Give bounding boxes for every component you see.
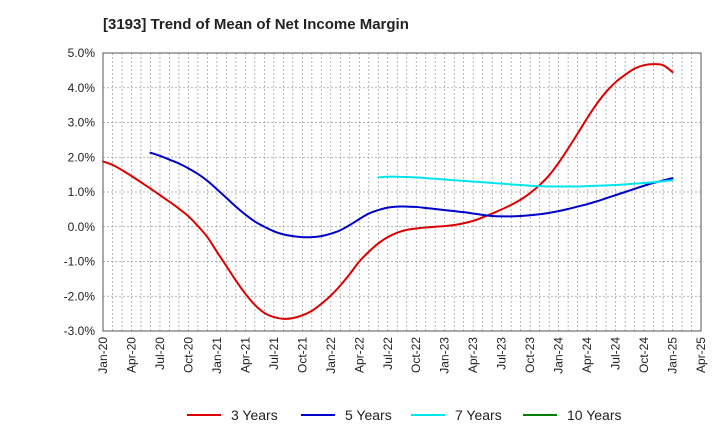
legend-item: 7 Years xyxy=(411,404,502,426)
legend: 3 Years 5 Years 7 Years 10 Years xyxy=(0,404,720,426)
plot-frame xyxy=(102,52,702,332)
x-tick-label: Oct-22 xyxy=(409,337,423,373)
x-tick-label: Jul-20 xyxy=(153,337,167,370)
legend-item: 10 Years xyxy=(523,404,622,426)
series-line-3-years xyxy=(102,63,674,320)
series-lines xyxy=(102,63,674,320)
legend-label: 7 Years xyxy=(455,407,502,423)
legend-swatch xyxy=(301,414,335,416)
y-tick-label: -3.0% xyxy=(64,324,96,338)
x-axis-ticks: Jan-20 Apr-20 Jul-20 Oct-20 Jan-21 Apr-21 Jul-… xyxy=(96,337,708,374)
x-tick-label: Apr-23 xyxy=(466,337,480,373)
series-line-7-years xyxy=(377,175,674,188)
x-tick-label: Jan-20 xyxy=(96,337,110,374)
legend-item: 5 Years xyxy=(301,404,392,426)
x-tick-label: Oct-24 xyxy=(637,337,651,373)
y-tick-label: 4.0% xyxy=(68,81,96,95)
series-line-5-years xyxy=(149,151,674,239)
grid xyxy=(103,53,701,331)
x-tick-label: Apr-25 xyxy=(694,337,708,373)
x-tick-label: Jan-23 xyxy=(438,337,452,374)
y-axis-ticks: 5.0% 4.0% 3.0% 2.0% 1.0% 0.0% -1.0% -2.0% -3.0% xyxy=(64,46,96,338)
y-tick-label: 0.0% xyxy=(68,220,96,234)
x-tick-label: Apr-24 xyxy=(580,337,594,373)
chart-title: [3193] Trend of Mean of Net Income Margi… xyxy=(103,16,409,33)
x-tick-label: Apr-20 xyxy=(124,337,138,373)
legend-swatch xyxy=(523,414,557,416)
legend-label: 10 Years xyxy=(567,407,622,423)
x-tick-label: Jan-25 xyxy=(666,337,680,374)
y-tick-label: -1.0% xyxy=(64,255,96,269)
x-tick-label: Oct-21 xyxy=(295,337,309,373)
x-tick-label: Jul-23 xyxy=(495,337,509,370)
x-tick-label: Jul-21 xyxy=(267,337,281,370)
legend-item: 3 Years xyxy=(187,404,278,426)
x-tick-label: Oct-23 xyxy=(523,337,537,373)
y-tick-label: 5.0% xyxy=(68,46,96,60)
x-tick-label: Apr-21 xyxy=(238,337,252,373)
x-tick-label: Jan-21 xyxy=(210,337,224,374)
x-tick-label: Jul-24 xyxy=(609,337,623,370)
y-tick-label: 2.0% xyxy=(68,150,96,164)
x-tick-label: Oct-20 xyxy=(181,337,195,373)
x-tick-label: Jul-22 xyxy=(381,337,395,370)
x-tick-label: Apr-22 xyxy=(352,337,366,373)
y-tick-label: 3.0% xyxy=(68,116,96,130)
legend-swatch xyxy=(411,414,445,416)
legend-label: 3 Years xyxy=(231,407,278,423)
y-tick-label: -2.0% xyxy=(64,289,96,303)
legend-swatch xyxy=(187,414,221,416)
legend-label: 5 Years xyxy=(345,407,392,423)
x-tick-label: Jan-22 xyxy=(324,337,338,374)
x-tick-label: Jan-24 xyxy=(552,337,566,374)
y-tick-label: 1.0% xyxy=(68,185,96,199)
